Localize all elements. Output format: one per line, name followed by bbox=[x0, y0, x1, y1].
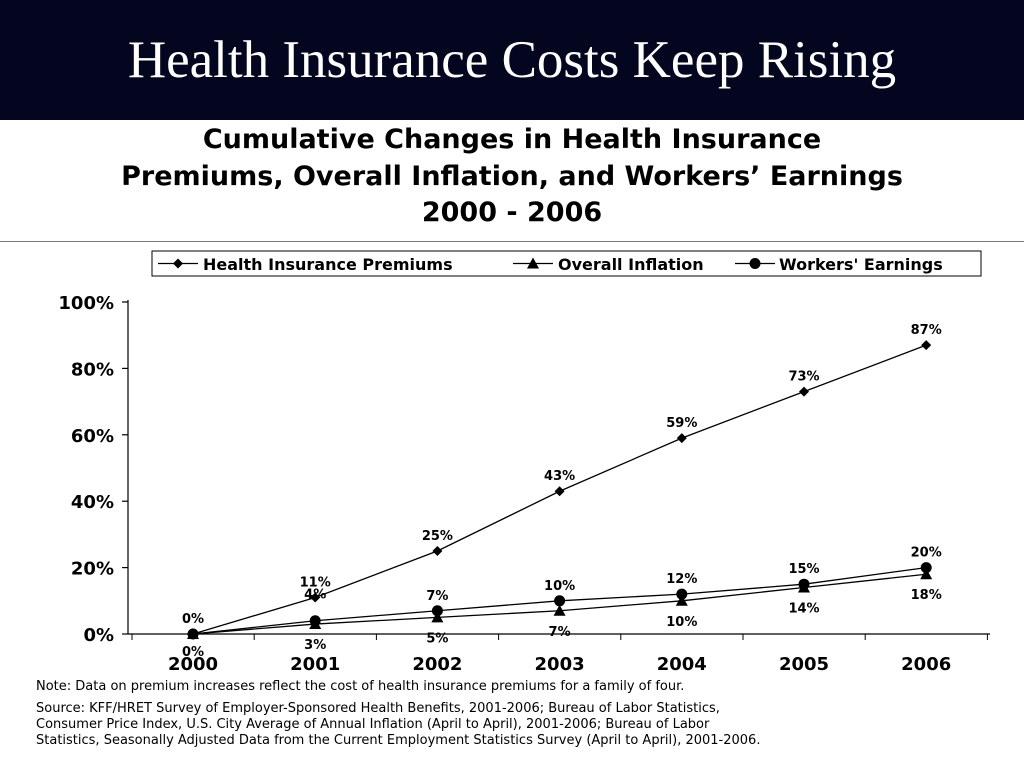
data-label-premiums: 25% bbox=[422, 529, 453, 544]
source-line-2: Consumer Price Index, U.S. City Average … bbox=[36, 717, 710, 732]
marker-earnings bbox=[187, 628, 199, 640]
chart-title-line-3: 2000 - 2006 bbox=[421, 197, 603, 228]
marker-inflation bbox=[553, 604, 566, 616]
y-tick-label: 0% bbox=[83, 625, 114, 646]
data-label-premiums: 43% bbox=[544, 469, 575, 484]
y-tick-label: 60% bbox=[71, 426, 114, 447]
data-label-premiums: 59% bbox=[666, 416, 697, 431]
data-label-inflation: 10% bbox=[666, 615, 697, 630]
x-tick-label: 2002 bbox=[412, 654, 462, 675]
data-label-premiums: 11% bbox=[300, 575, 331, 590]
data-label-premiums: 87% bbox=[911, 323, 942, 338]
marker-earnings bbox=[431, 605, 443, 617]
marker-inflation bbox=[675, 594, 688, 606]
x-tick-label: 2006 bbox=[901, 654, 951, 675]
legend-label-earnings: Workers' Earnings bbox=[779, 255, 943, 274]
title-divider bbox=[0, 241, 1024, 242]
chart-note: Note: Data on premium increases reflect … bbox=[36, 679, 685, 694]
chart-title-line-2: Premiums, Overall Inflation, and Workers… bbox=[121, 161, 903, 192]
y-tick-label: 20% bbox=[71, 559, 114, 580]
x-tick-label: 2003 bbox=[535, 654, 585, 675]
y-tick-label: 100% bbox=[58, 293, 114, 314]
marker-premiums bbox=[432, 546, 443, 556]
data-label-earnings: 7% bbox=[426, 589, 448, 604]
x-tick-label: 2005 bbox=[779, 654, 829, 675]
marker-premiums bbox=[799, 386, 809, 397]
marker-premiums bbox=[676, 433, 687, 444]
data-label-earnings: 10% bbox=[544, 579, 575, 594]
data-label-premiums: 73% bbox=[788, 370, 819, 385]
chart-title-line-1: Cumulative Changes in Health Insurance bbox=[202, 124, 822, 155]
marker-premiums bbox=[921, 340, 932, 351]
legend-marker-premiums bbox=[173, 258, 183, 269]
source-line-1: Source: KFF/HRET Survey of Employer-Spon… bbox=[36, 701, 720, 716]
data-label-earnings: 15% bbox=[788, 562, 819, 577]
legend-label-premiums: Health Insurance Premiums bbox=[203, 255, 453, 274]
slide-title: Health Insurance Costs Keep Rising bbox=[127, 31, 897, 89]
y-tick-label: 80% bbox=[71, 359, 114, 380]
marker-inflation bbox=[431, 611, 444, 623]
marker-premiums bbox=[310, 592, 321, 603]
x-tick-label: 2001 bbox=[290, 654, 340, 675]
marker-earnings bbox=[309, 615, 321, 627]
marker-earnings bbox=[920, 562, 932, 574]
slide-header: Health Insurance Costs Keep Rising bbox=[0, 0, 1024, 120]
x-tick-label: 2000 bbox=[168, 654, 218, 675]
data-label-earnings: 12% bbox=[666, 572, 697, 587]
data-label-inflation: 5% bbox=[426, 631, 448, 646]
legend bbox=[151, 250, 982, 277]
legend-marker-inflation bbox=[527, 257, 539, 269]
data-label-premiums: 0% bbox=[182, 612, 204, 627]
data-label-inflation: 14% bbox=[788, 602, 819, 617]
marker-earnings bbox=[676, 588, 688, 600]
y-tick-label: 40% bbox=[71, 492, 114, 513]
data-label-inflation: 0% bbox=[182, 645, 204, 660]
data-label-earnings: 20% bbox=[911, 546, 942, 561]
data-label-inflation: 18% bbox=[911, 588, 942, 603]
legend-label-inflation: Overall Inflation bbox=[558, 255, 704, 274]
source-line-3: Statistics, Seasonally Adjusted Data fro… bbox=[36, 733, 761, 748]
x-tick-label: 2004 bbox=[657, 654, 707, 675]
marker-earnings bbox=[554, 595, 566, 607]
data-label-earnings: 4% bbox=[304, 588, 326, 603]
marker-inflation bbox=[920, 568, 933, 580]
data-label-inflation: 7% bbox=[549, 625, 571, 640]
legend-marker-earnings bbox=[749, 258, 761, 269]
marker-earnings bbox=[798, 578, 810, 590]
data-label-inflation: 3% bbox=[304, 638, 326, 653]
marker-premiums bbox=[554, 486, 565, 497]
